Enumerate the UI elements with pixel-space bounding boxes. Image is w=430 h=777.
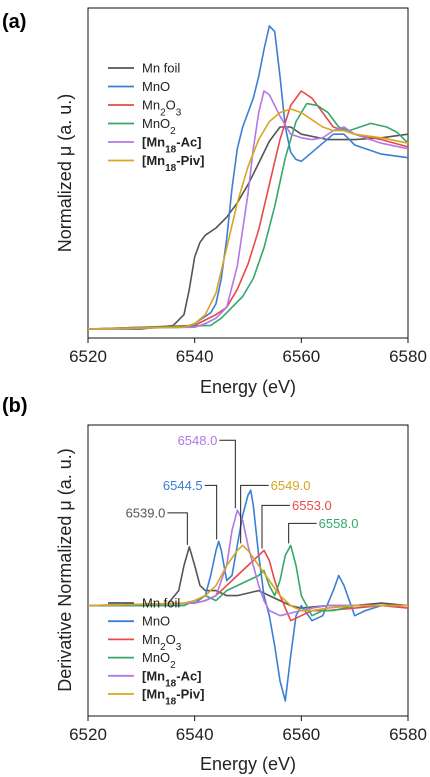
panel-b-series-mn-foil (88, 546, 409, 609)
panel-a-legend-label: Mn foil (142, 61, 180, 76)
panel-a-series-mn18-ac (87, 90, 409, 330)
panel-b-peak-leader-line (240, 484, 269, 544)
panel-a-x-tick-label: 6540 (176, 347, 214, 366)
panel-b-y-axis-title: Derivative Normalized μ (a. u.) (55, 448, 75, 691)
panel-a-legend-label: MnO2 (142, 116, 176, 137)
panel-a-legend-label: [Mn18-Piv] (142, 153, 204, 174)
panel-a-series-mno (87, 25, 409, 330)
panel-a-chart: (a) 6520 6540 6560 6580 Mn foil MnO Mn2O3MnO2… (2, 7, 427, 397)
panel-b-legend-label: [Mn18-Ac] (142, 668, 202, 689)
panel-a-series-mno2 (87, 102, 409, 330)
panel-a-label: (a) (2, 11, 26, 33)
panel-b-peak-annotations: 6539.0 6544.5 6548.0 6549.0 6553.0 6558.0 (126, 433, 359, 549)
panel-b-peak-label: 6548.0 (178, 433, 218, 448)
panel-b-x-tick-label: 6540 (176, 725, 214, 744)
panel-a-x-tick-label: 6560 (282, 347, 320, 366)
panel-b-chart: (b) 6539.0 6544.5 6548.0 6549.0 6553.0 6558.0… (2, 395, 427, 774)
panel-b-series-mn18-piv (87, 544, 408, 612)
panel-b-peak-leader-line (261, 504, 290, 549)
panel-a-x-tick-label: 6520 (69, 347, 107, 366)
panel-a-legend-label: [Mn18-Ac] (142, 135, 202, 156)
panel-b-peak-leader-line (288, 522, 317, 544)
panel-b-series-mn18-ac (87, 509, 408, 617)
panel-b-peak-leader-line (204, 484, 218, 540)
panel-b-series-mno2 (88, 544, 408, 617)
panel-a-series-group (87, 25, 409, 330)
panel-a-series-mn-foil (88, 126, 409, 330)
panel-b-legend-label: Mn2O3 (142, 632, 182, 653)
panel-a-legend-label: Mn2O3 (142, 98, 182, 119)
panel-b-series-mno (87, 489, 408, 702)
panel-b-peak-label: 6553.0 (292, 498, 332, 513)
panel-b-legend-label: [Mn18-Piv] (142, 687, 204, 708)
panel-b-peak-label: 6558.0 (319, 516, 359, 531)
panel-a-x-axis-title: Energy (eV) (200, 377, 296, 397)
panel-a-x-tick-label: 6580 (389, 347, 427, 366)
panel-b-label: (b) (2, 395, 28, 417)
panel-b-series-group (87, 489, 409, 702)
panel-a-y-axis-title: Normalized μ (a. u.) (55, 94, 75, 252)
panel-b-x-ticks: 6520 6540 6560 6580 (69, 716, 427, 744)
panel-b-peak-label: 6549.0 (271, 478, 311, 493)
panel-b-peak-leader-line (167, 512, 188, 545)
panel-b-legend-label: MnO2 (142, 650, 176, 671)
panel-b-x-axis-title: Energy (eV) (200, 754, 296, 774)
panel-b-peak-label: 6544.5 (163, 478, 203, 493)
panel-b-legend-label: Mn foil (142, 596, 180, 611)
panel-a-series-mn18-piv (87, 108, 409, 330)
panel-b-x-tick-label: 6580 (389, 725, 427, 744)
panel-a-plot-frame (87, 7, 409, 339)
panel-a-legend-label: MnO (142, 79, 170, 94)
panel-b-series-mn2o3 (87, 549, 409, 622)
panel-a-x-ticks: 6520 6540 6560 6580 (69, 338, 427, 366)
panel-b-legend-label: MnO (142, 614, 170, 629)
panel-b-peak-label: 6539.0 (126, 505, 166, 520)
panel-b-peak-leader-line (219, 439, 236, 509)
panel-b-x-tick-label: 6520 (69, 725, 107, 744)
panel-b-plot-frame (87, 424, 409, 717)
panel-b-x-tick-label: 6560 (282, 725, 320, 744)
